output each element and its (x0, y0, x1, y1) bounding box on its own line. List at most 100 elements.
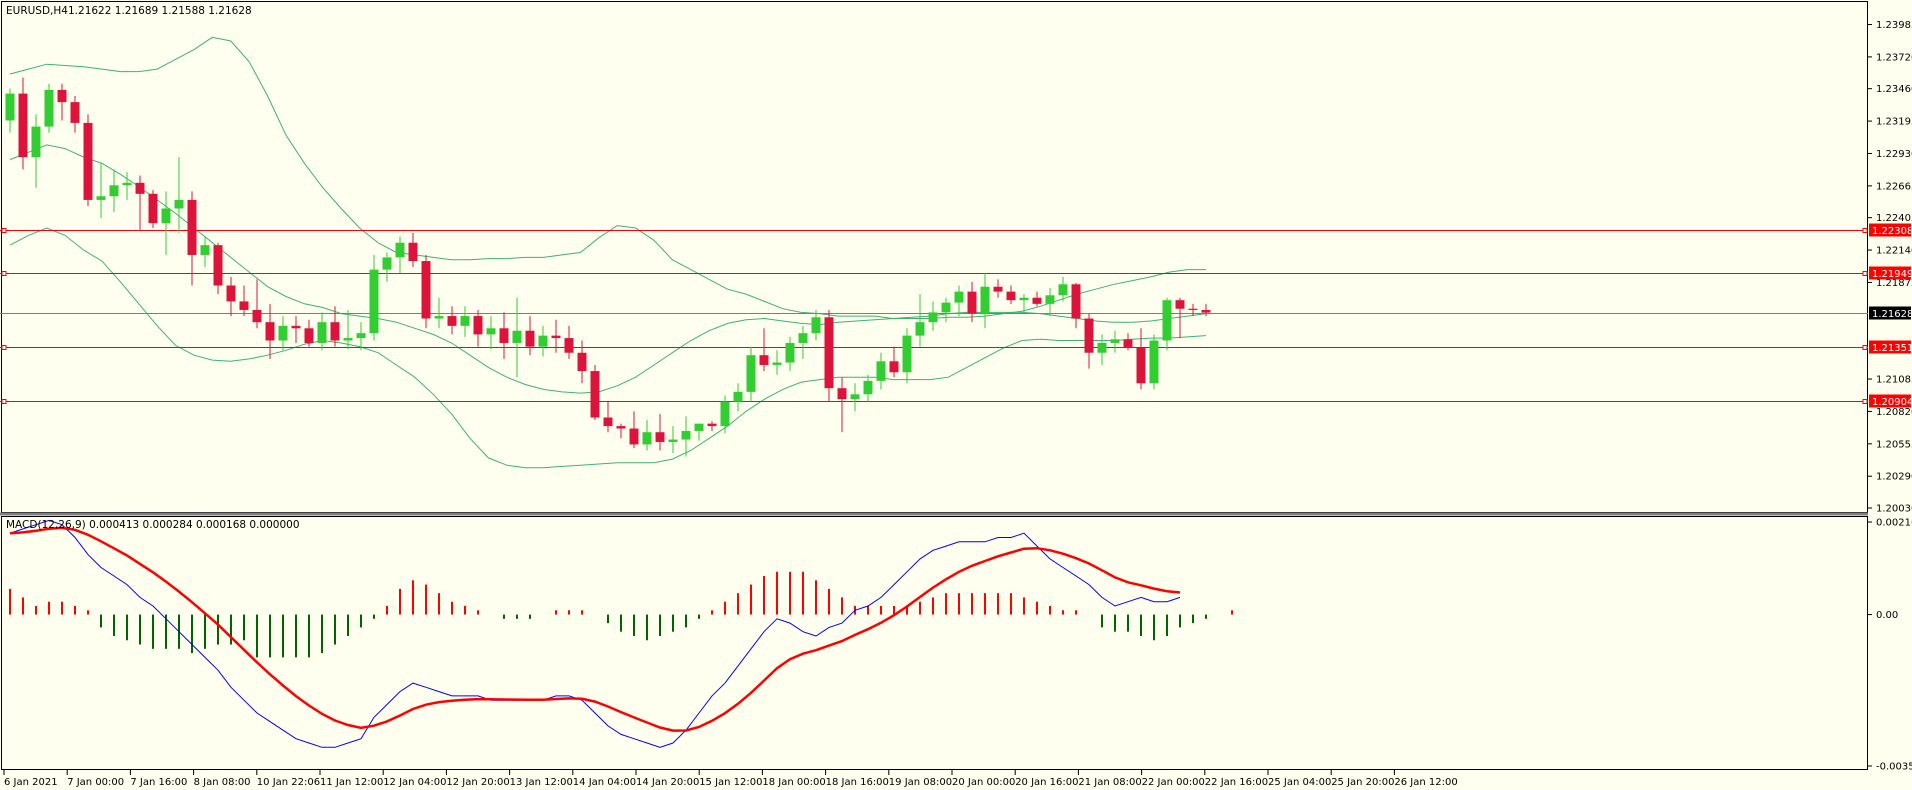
candle-bearish (447, 316, 457, 326)
level-label-box (1869, 223, 1911, 237)
candle-bullish (915, 322, 925, 336)
level-label-box (1869, 266, 1911, 280)
price-tick-label: 1.23460 (1876, 84, 1912, 95)
level-label: 1.22308 (1872, 226, 1912, 237)
candle-bearish (226, 285, 236, 302)
level-anchor-handle (1862, 228, 1868, 233)
candle-bullish (980, 286, 990, 314)
candle-bullish (278, 325, 288, 341)
candle-bearish (408, 242, 418, 262)
candle-bearish (525, 330, 535, 347)
candle-bullish (668, 439, 678, 442)
candle-bullish (941, 302, 951, 313)
candle-bearish (993, 286, 1003, 292)
level-anchor-handle (1, 345, 7, 350)
price-tick-label: 1.20820 (1876, 407, 1912, 418)
level-label-box (1869, 340, 1911, 354)
candle-bullish (876, 361, 886, 381)
candle-bearish (1188, 308, 1198, 310)
candle-bearish (1175, 300, 1185, 309)
time-tick-label: 8 Jan 08:00 (194, 777, 251, 788)
candle-bullish (434, 316, 444, 319)
candle-bearish (824, 317, 834, 389)
time-tick-label: 26 Jan 12:00 (1394, 777, 1457, 788)
candle-bearish (499, 328, 509, 343)
candle-bearish (18, 93, 28, 158)
candle-bearish (187, 199, 197, 255)
candle-bearish (252, 309, 262, 323)
time-tick-label: 10 Jan 22:06 (257, 777, 320, 788)
candle-bullish (109, 185, 119, 197)
candle-bullish (850, 394, 860, 400)
time-tick-label: 18 Jan 00:00 (762, 777, 825, 788)
candle-bullish (96, 196, 106, 200)
candle-bearish (707, 423, 717, 427)
time-tick-label: 18 Jan 16:00 (826, 777, 889, 788)
level-label: 1.21949 (1872, 269, 1912, 280)
level-anchor-handle (1, 271, 7, 276)
candle-bearish (564, 338, 574, 353)
bollinger-lower-line (9, 227, 1207, 469)
candlesticks (5, 77, 1211, 457)
candle-bullish (1110, 339, 1120, 343)
time-tick-label: 25 Jan 04:00 (1268, 777, 1331, 788)
price-tick-label: 1.22140 (1876, 246, 1912, 257)
candle-bullish (1097, 342, 1107, 353)
candle-bullish (1058, 284, 1068, 296)
candle-bullish (798, 333, 808, 343)
candle-bullish (31, 126, 41, 158)
bollinger-middle-line (9, 144, 1207, 394)
macd-axis: 0.002162 0.00 -0.003537 (1868, 518, 1912, 773)
candle-bearish (590, 371, 600, 418)
signal-line (9, 526, 1181, 732)
time-tick-label: 21 Jan 08:00 (1078, 777, 1141, 788)
macd-label: MACD(12,26,9) 0.000413 0.000284 0.000168… (6, 519, 300, 531)
level-label-box (1869, 394, 1911, 408)
candle-bearish (1032, 297, 1042, 304)
level-anchor-handle (1, 399, 7, 404)
candle-bullish (200, 245, 210, 255)
candle-bullish (954, 291, 964, 303)
candle-bullish (460, 316, 470, 326)
candle-bullish (1149, 340, 1159, 384)
candle-bearish (304, 328, 314, 343)
time-tick-label: 13 Jan 12:00 (510, 777, 573, 788)
candle-bearish (57, 89, 67, 103)
price-tick-label: 1.22665 (1876, 181, 1912, 192)
time-tick-label: 20 Jan 16:00 (1015, 777, 1078, 788)
macd-tick-label: -0.003537 (1876, 762, 1912, 773)
level-label: 1.21351 (1872, 343, 1912, 354)
candle-bullish (538, 335, 548, 347)
macd-tick-label: 0.002162 (1876, 518, 1912, 529)
level-label: 1.21628 (1872, 309, 1912, 320)
time-tick-label: 7 Jan 16:00 (130, 777, 187, 788)
candle-bullish (642, 432, 652, 445)
price-tick-label: 1.21875 (1876, 278, 1912, 289)
candle-bullish (811, 317, 821, 334)
candle-bullish (694, 423, 704, 431)
candle-bullish (161, 208, 171, 224)
candle-bearish (837, 388, 847, 400)
candle-bullish (44, 89, 54, 127)
candle-bullish (174, 199, 184, 209)
candle-bearish (603, 417, 613, 427)
candle-bearish (213, 245, 223, 286)
macd-tick-label: 0.00 (1876, 610, 1898, 621)
time-tick-label: 14 Jan 20:00 (636, 777, 699, 788)
candle-bullish (317, 322, 327, 343)
candle-bearish (967, 291, 977, 314)
level-labels: 1.22308 1.21949 1.21628 1.21351 1.20904 (1869, 223, 1912, 408)
time-tick-label: 14 Jan 04:00 (573, 777, 636, 788)
candle-bullish (1162, 300, 1172, 341)
time-tick-label: 11 Jan 12:00 (320, 777, 383, 788)
candle-bearish (629, 428, 639, 445)
candle-bearish (83, 122, 93, 200)
candle-bearish (1201, 309, 1211, 313)
time-tick-label: 22 Jan 16:00 (1205, 777, 1268, 788)
candle-bullish (928, 312, 938, 323)
price-tick-label: 1.20290 (1876, 472, 1912, 483)
candle-bullish (486, 328, 496, 335)
